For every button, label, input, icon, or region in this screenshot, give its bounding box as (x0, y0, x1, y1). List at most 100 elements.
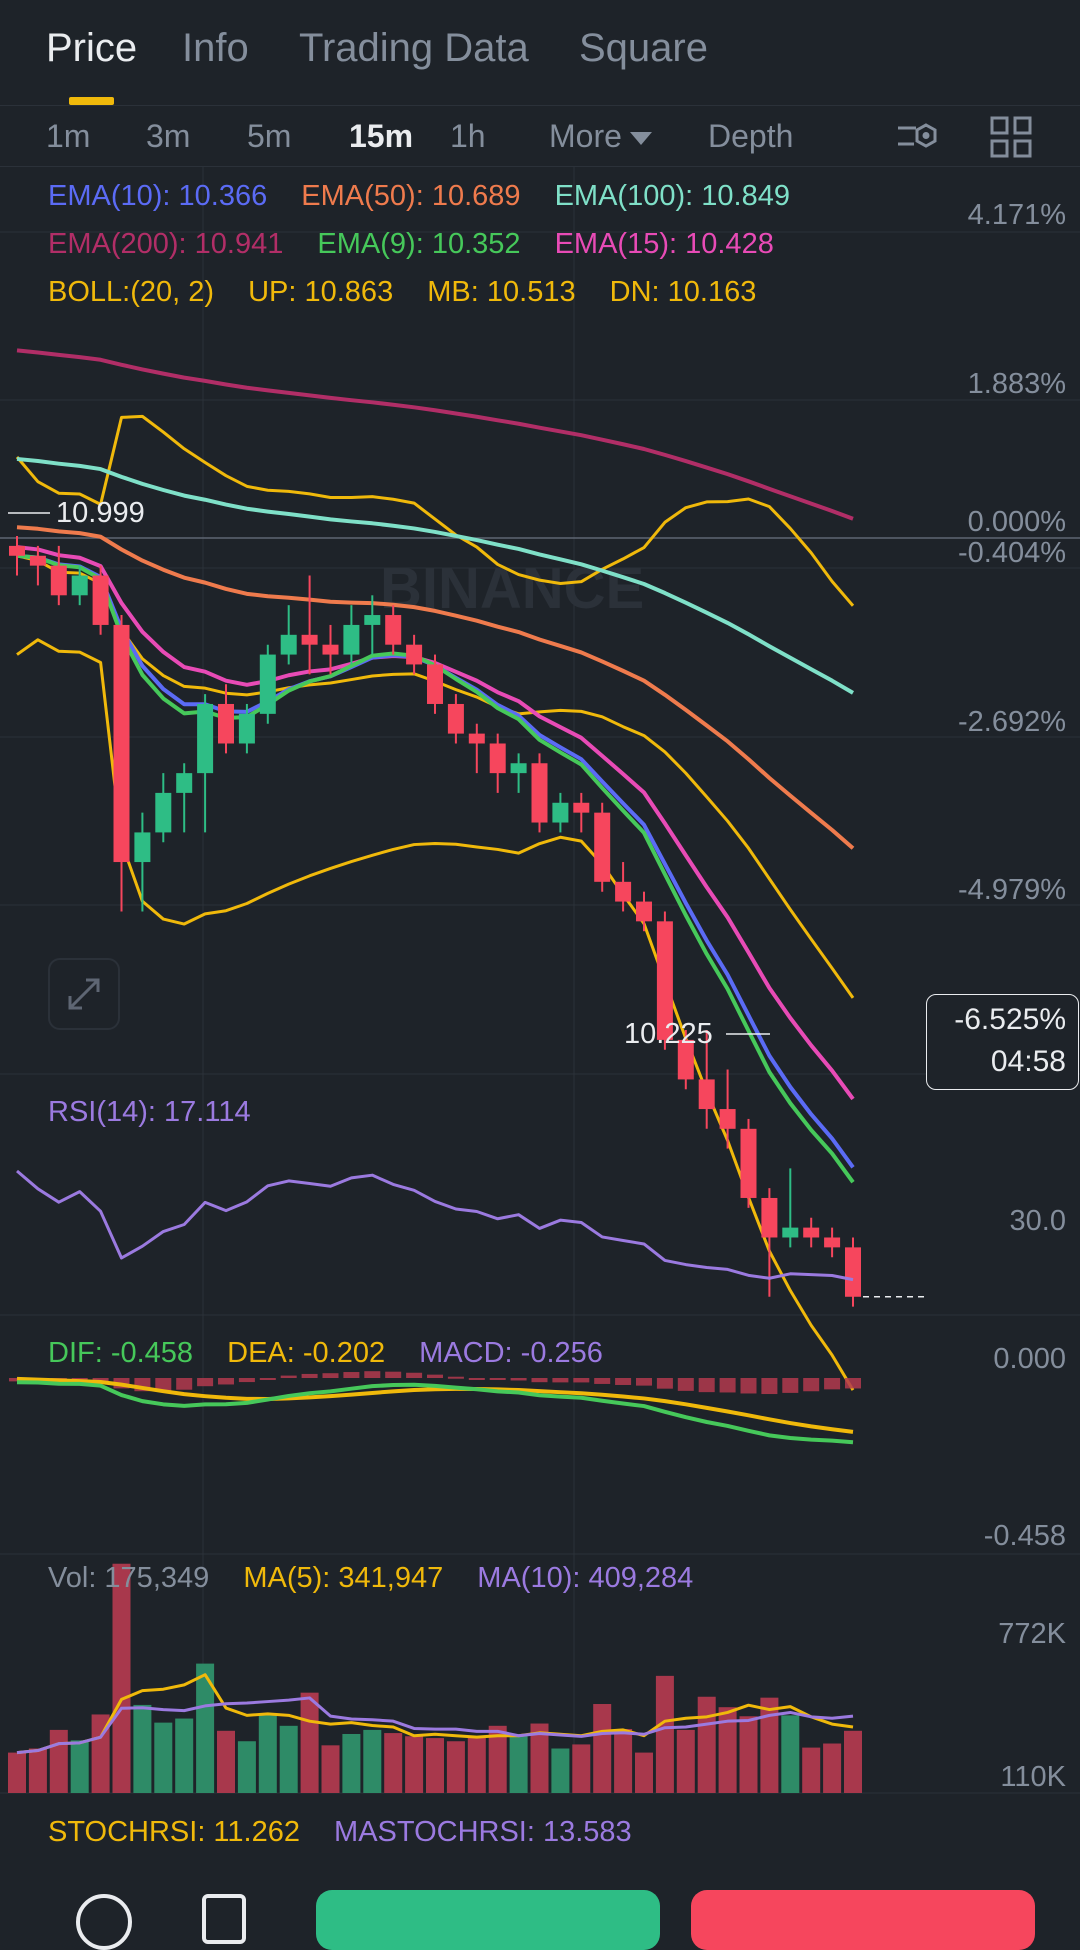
macd-bar (343, 1372, 360, 1378)
candle-body (406, 644, 423, 665)
candle-body (197, 703, 214, 774)
interval-bar: 1m 3m 5m 15m 1h More Depth (0, 106, 1080, 167)
volume-bar (614, 1728, 633, 1793)
candle-body (427, 664, 443, 704)
macd-bar (552, 1378, 569, 1383)
interval-3m[interactable]: 3m (146, 118, 191, 154)
macd-bar (385, 1371, 402, 1378)
candle-body (636, 901, 652, 922)
tab-info[interactable]: Info (182, 26, 249, 70)
volume-axis-top: 772K (998, 1618, 1066, 1650)
price-axis-label: -2.692% (957, 706, 1066, 738)
volume-bar (760, 1697, 779, 1793)
more-intervals-button[interactable]: More (549, 106, 652, 166)
macd-axis-top: 0.000 (993, 1343, 1066, 1375)
macd-bar (427, 1374, 443, 1378)
indicator-settings-icon[interactable] (894, 114, 940, 160)
candle-body (510, 763, 527, 774)
candle-body (218, 703, 234, 744)
macd-bar (447, 1376, 464, 1379)
active-tab-indicator (69, 97, 114, 105)
candle-body (824, 1237, 841, 1248)
dif-line (16, 1380, 854, 1445)
chat-icon[interactable] (76, 1894, 132, 1950)
candle-body (322, 644, 339, 655)
volume-bar (8, 1752, 26, 1793)
volume-bar (781, 1715, 800, 1793)
macd-bar (197, 1378, 214, 1387)
macd-bar (845, 1378, 861, 1389)
macd-bar (155, 1378, 172, 1392)
macd-bar (92, 1378, 109, 1382)
volume-bar (593, 1704, 612, 1793)
volume-bar (154, 1722, 173, 1793)
depth-tab[interactable]: Depth (708, 118, 794, 154)
macd-legend: DIF: -0.458 DEA: -0.202 MACD: -0.256 (48, 1337, 629, 1370)
volume-panel (8, 1563, 862, 1793)
candle-body (176, 773, 193, 793)
dea-label: DEA: -0.202 (227, 1337, 386, 1369)
candle-body (385, 615, 402, 645)
candle-body (761, 1197, 778, 1238)
macd-bar (740, 1378, 757, 1394)
boll-mb-label: MB: 10.513 (427, 276, 576, 308)
volume-bar (405, 1736, 424, 1793)
macd-value-label: MACD: -0.256 (419, 1337, 603, 1369)
tab-trading-data[interactable]: Trading Data (299, 26, 529, 70)
sell-button[interactable] (691, 1890, 1035, 1950)
candle-body (113, 624, 130, 863)
volume-bar (321, 1745, 340, 1793)
volume-bar (279, 1725, 298, 1793)
macd-bar (218, 1378, 234, 1385)
layout-grid-icon[interactable] (988, 114, 1034, 160)
ema15-label: EMA(15): 10.428 (554, 228, 774, 260)
interval-1m[interactable]: 1m (46, 118, 91, 154)
chart-grid (0, 166, 1080, 1794)
candle-body (364, 615, 381, 625)
volume-bar (258, 1715, 277, 1793)
candle-body (259, 654, 276, 714)
price-axis-label: 1.883% (967, 368, 1066, 400)
macd-bar (636, 1378, 652, 1386)
volume-bar (217, 1730, 235, 1793)
volume-bar (697, 1696, 716, 1793)
volume-bar (718, 1707, 737, 1793)
volume-bar (175, 1718, 194, 1793)
candle-body (447, 703, 464, 734)
buy-button[interactable] (316, 1890, 660, 1950)
interval-1h[interactable]: 1h (450, 118, 486, 154)
volume-bar (70, 1740, 89, 1793)
volume-bar (363, 1729, 382, 1793)
candle-body (50, 565, 67, 596)
macd-bar (677, 1378, 694, 1391)
tab-price[interactable]: Price (46, 26, 138, 70)
volume-bar (112, 1563, 131, 1793)
binance-watermark: BINANCE (380, 556, 644, 621)
dea-line (16, 1376, 854, 1434)
volume-bar (91, 1714, 110, 1793)
volume-bar (196, 1663, 215, 1793)
volume-bar (446, 1741, 465, 1793)
candle-body (845, 1247, 861, 1297)
volume-bar (426, 1738, 444, 1793)
order-book-icon[interactable] (202, 1894, 246, 1944)
ema100-label: EMA(100): 10.849 (554, 180, 790, 212)
volume-bar (300, 1692, 319, 1793)
fullscreen-button[interactable] (48, 958, 120, 1030)
interval-5m[interactable]: 5m (247, 118, 292, 154)
candle-body (698, 1079, 715, 1110)
candle-body (531, 763, 548, 823)
interval-15m[interactable]: 15m (349, 118, 414, 154)
candle-body (343, 624, 360, 655)
macd-bar (782, 1378, 799, 1393)
macd-bar (573, 1378, 590, 1383)
more-label: More (549, 118, 622, 154)
macd-axis-bottom: -0.458 (983, 1520, 1066, 1552)
candlesticks (9, 536, 861, 1307)
current-price-badge: -6.525% 04:58 (926, 994, 1079, 1090)
volume-bar (237, 1741, 256, 1793)
macd-bar (656, 1378, 673, 1389)
high-price-marker: 10.999 (56, 497, 145, 529)
tab-square[interactable]: Square (579, 26, 708, 70)
